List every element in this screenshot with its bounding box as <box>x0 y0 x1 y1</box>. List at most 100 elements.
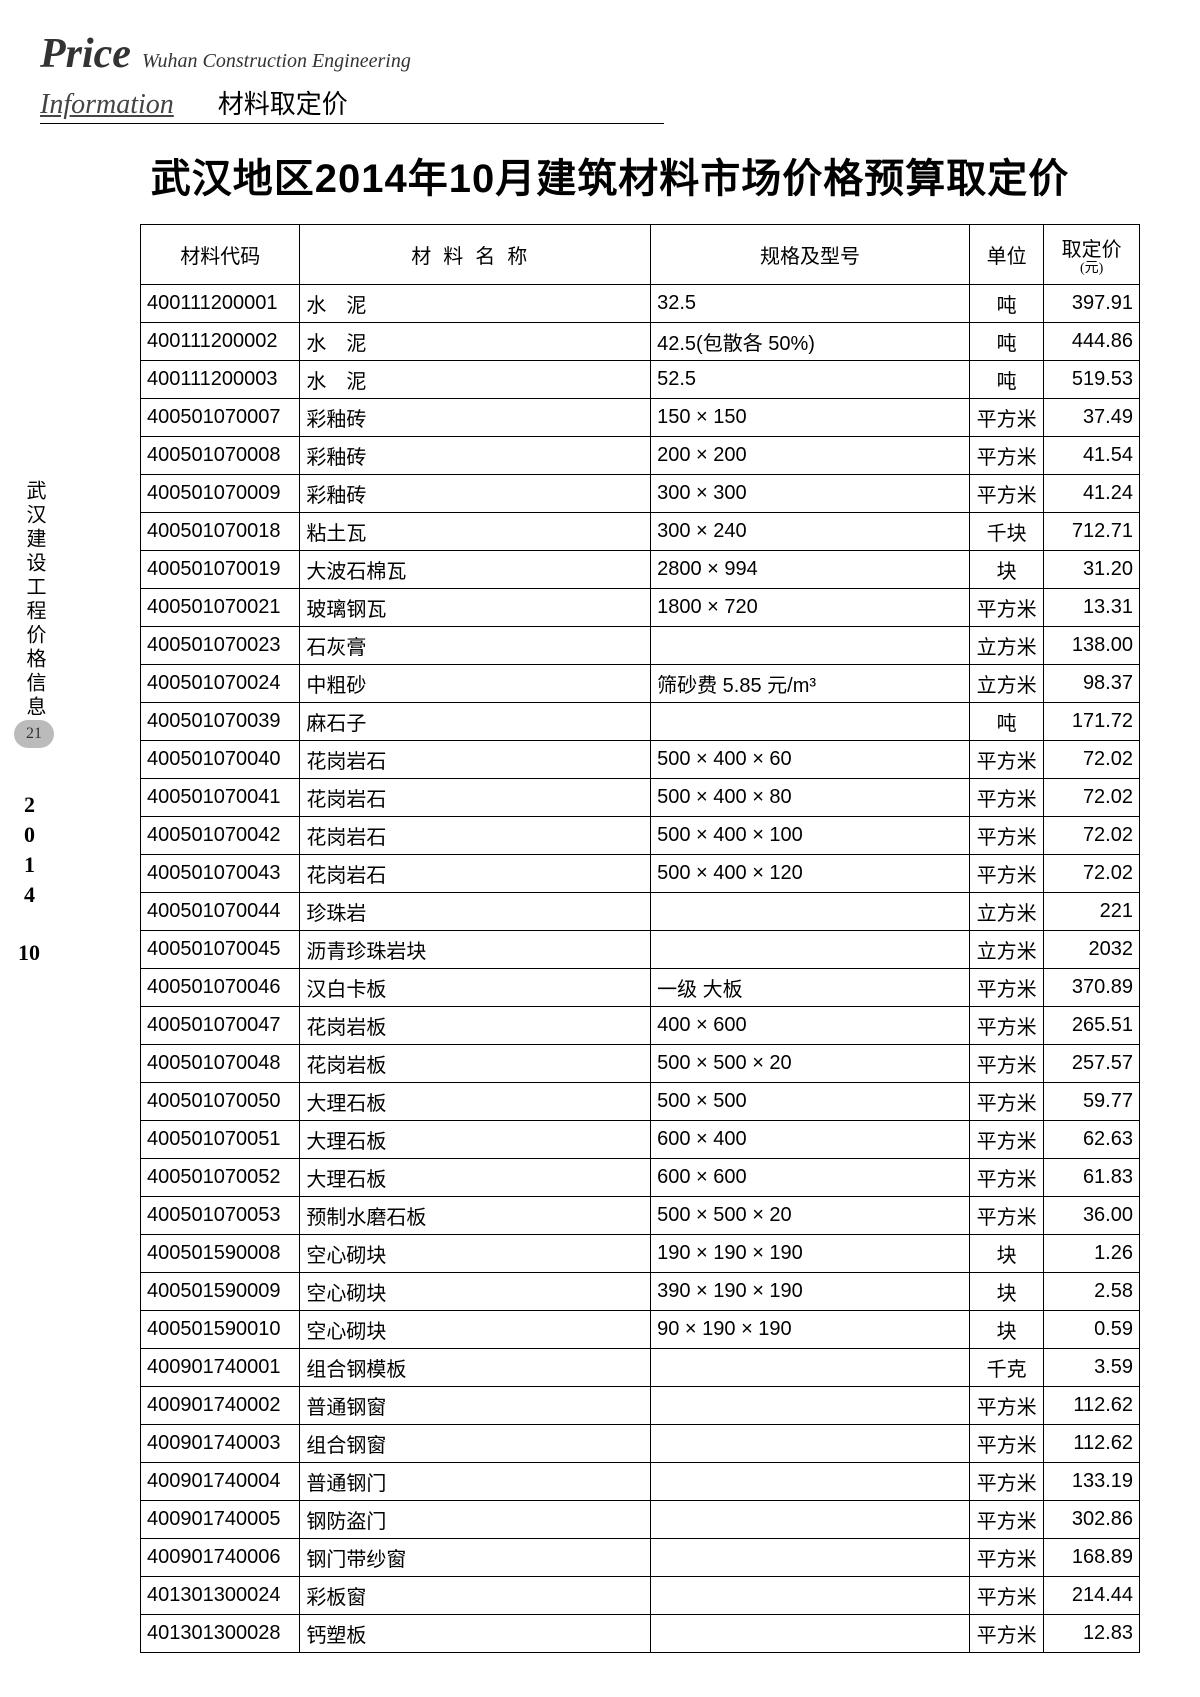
cell-unit: 立方米 <box>969 893 1043 931</box>
cell-price: 12.83 <box>1044 1615 1140 1653</box>
cell-code: 400501590008 <box>141 1235 300 1273</box>
cell-code: 400501070045 <box>141 931 300 969</box>
cell-name: 钢门带纱窗 <box>300 1539 651 1577</box>
cell-spec <box>651 931 970 969</box>
cell-code: 400501070048 <box>141 1045 300 1083</box>
cell-unit: 平方米 <box>969 1007 1043 1045</box>
table-row: 400501070009彩釉砖300 × 300平方米41.24 <box>141 475 1140 513</box>
cell-unit: 平方米 <box>969 475 1043 513</box>
side-month: 10 <box>18 940 40 966</box>
cell-name: 水 泥 <box>300 361 651 399</box>
cell-spec: 32.5 <box>651 285 970 323</box>
cell-spec <box>651 627 970 665</box>
cell-name: 组合钢窗 <box>300 1425 651 1463</box>
side-year: 2 0 1 4 <box>24 790 35 910</box>
cell-price: 221 <box>1044 893 1140 931</box>
cell-code: 400501070041 <box>141 779 300 817</box>
cell-code: 400501070024 <box>141 665 300 703</box>
cell-unit: 吨 <box>969 361 1043 399</box>
cell-spec <box>651 1425 970 1463</box>
cell-code: 400501070053 <box>141 1197 300 1235</box>
cell-spec: 1800 × 720 <box>651 589 970 627</box>
side-y3: 1 <box>24 850 35 880</box>
cell-spec: 一级 大板 <box>651 969 970 1007</box>
cell-price: 257.57 <box>1044 1045 1140 1083</box>
table-row: 400501070023石灰膏立方米138.00 <box>141 627 1140 665</box>
cell-code: 400501070008 <box>141 437 300 475</box>
brand-price: Price <box>40 31 131 77</box>
cell-unit: 平方米 <box>969 779 1043 817</box>
brand-sub: Wuhan Construction Engineering <box>142 50 411 72</box>
cell-name: 花岗岩石 <box>300 855 651 893</box>
table-row: 401301300028钙塑板 平方米12.83 <box>141 1615 1140 1653</box>
cell-unit: 平方米 <box>969 969 1043 1007</box>
th-price-main: 取定价 <box>1062 239 1122 261</box>
cell-unit: 千克 <box>969 1349 1043 1387</box>
cell-unit: 平方米 <box>969 1463 1043 1501</box>
cell-name: 麻石子 <box>300 703 651 741</box>
cell-spec: 400 × 600 <box>651 1007 970 1045</box>
side-vertical-text: 武汉建设工程价格信息 <box>20 480 49 720</box>
cell-unit: 块 <box>969 1273 1043 1311</box>
cell-spec <box>651 1539 970 1577</box>
cell-unit: 立方米 <box>969 931 1043 969</box>
cell-unit: 平方米 <box>969 1539 1043 1577</box>
cell-spec: 500 × 400 × 100 <box>651 817 970 855</box>
cell-unit: 平方米 <box>969 1615 1043 1653</box>
cell-name: 钢防盗门 <box>300 1501 651 1539</box>
table-row: 400501070047花岗岩板400 × 600平方米265.51 <box>141 1007 1140 1045</box>
cell-price: 112.62 <box>1044 1425 1140 1463</box>
cell-code: 400501070051 <box>141 1121 300 1159</box>
table-row: 400501070042花岗岩石500 × 400 × 100平方米72.02 <box>141 817 1140 855</box>
cell-code: 400501070018 <box>141 513 300 551</box>
cell-name: 钙塑板 <box>300 1615 651 1653</box>
cell-code: 400501070047 <box>141 1007 300 1045</box>
cell-code: 400901740005 <box>141 1501 300 1539</box>
cell-code: 400501070007 <box>141 399 300 437</box>
cell-code: 400501070044 <box>141 893 300 931</box>
cell-name: 花岗岩石 <box>300 741 651 779</box>
table-row: 400501590008空心砌块190 × 190 × 190块1.26 <box>141 1235 1140 1273</box>
cell-spec <box>651 1349 970 1387</box>
cell-price: 397.91 <box>1044 285 1140 323</box>
side-y4: 4 <box>24 880 35 910</box>
cell-name: 石灰膏 <box>300 627 651 665</box>
cell-spec <box>651 1387 970 1425</box>
cell-unit: 平方米 <box>969 741 1043 779</box>
cell-name: 空心砌块 <box>300 1311 651 1349</box>
table-row: 400501070021玻璃钢瓦1800 × 720平方米13.31 <box>141 589 1140 627</box>
cell-name: 普通钢窗 <box>300 1387 651 1425</box>
cell-name: 彩板窗 <box>300 1577 651 1615</box>
table-header-row: 材料代码 材料名称 规格及型号 单位 取定价 (元) <box>141 225 1140 285</box>
table-row: 400501070044珍珠岩立方米221 <box>141 893 1140 931</box>
cell-spec: 42.5(包散各 50%) <box>651 323 970 361</box>
cell-spec: 500 × 500 <box>651 1083 970 1121</box>
cell-unit: 吨 <box>969 703 1043 741</box>
cell-name: 汉白卡板 <box>300 969 651 1007</box>
cell-unit: 立方米 <box>969 627 1043 665</box>
cell-code: 400501070046 <box>141 969 300 1007</box>
cell-price: 519.53 <box>1044 361 1140 399</box>
table-row: 400501590009空心砌块390 × 190 × 190块2.58 <box>141 1273 1140 1311</box>
cell-code: 400501590010 <box>141 1311 300 1349</box>
table-row: 400501070043花岗岩石500 × 400 × 120平方米72.02 <box>141 855 1140 893</box>
table-row: 401301300024彩板窗平方米214.44 <box>141 1577 1140 1615</box>
cell-price: 214.44 <box>1044 1577 1140 1615</box>
cell-price: 37.49 <box>1044 399 1140 437</box>
info-en: Information <box>40 89 174 120</box>
cell-code: 401301300028 <box>141 1615 300 1653</box>
cell-price: 98.37 <box>1044 665 1140 703</box>
th-price-sub: (元) <box>1050 262 1133 276</box>
cell-price: 171.72 <box>1044 703 1140 741</box>
table-row: 400501070046汉白卡板一级 大板平方米370.89 <box>141 969 1140 1007</box>
cell-name: 花岗岩石 <box>300 779 651 817</box>
table-row: 400501070008彩釉砖200 × 200平方米41.54 <box>141 437 1140 475</box>
cell-price: 59.77 <box>1044 1083 1140 1121</box>
cell-name: 粘土瓦 <box>300 513 651 551</box>
cell-spec: 500 × 500 × 20 <box>651 1045 970 1083</box>
cell-code: 400501070023 <box>141 627 300 665</box>
cell-spec: 390 × 190 × 190 <box>651 1273 970 1311</box>
cell-name: 彩釉砖 <box>300 437 651 475</box>
cell-name: 花岗岩板 <box>300 1007 651 1045</box>
cell-price: 712.71 <box>1044 513 1140 551</box>
